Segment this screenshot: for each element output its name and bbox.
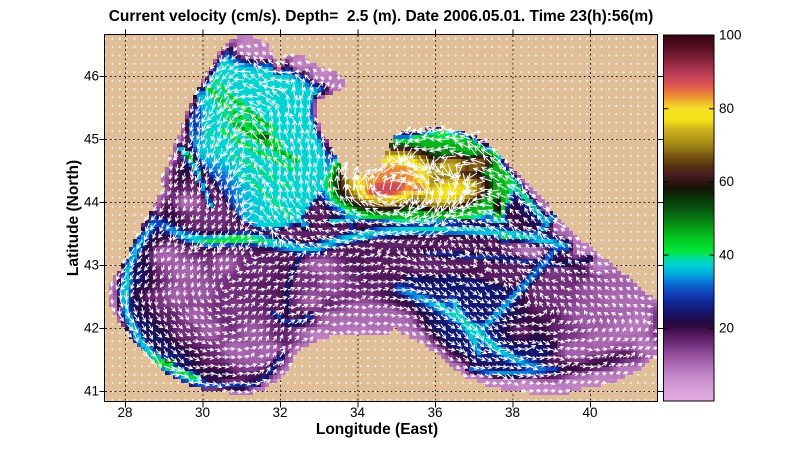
svg-text:40: 40 [719, 247, 734, 262]
svg-text:38: 38 [505, 405, 520, 420]
svg-text:34: 34 [350, 405, 366, 420]
svg-text:46: 46 [84, 69, 99, 84]
svg-text:44: 44 [84, 195, 100, 210]
svg-text:Longitude (East): Longitude (East) [316, 421, 438, 438]
svg-text:36: 36 [427, 405, 442, 420]
svg-text:20: 20 [719, 321, 734, 336]
svg-text:32: 32 [272, 405, 287, 420]
svg-text:30: 30 [195, 405, 210, 420]
svg-text:100: 100 [719, 28, 742, 43]
svg-text:40: 40 [582, 405, 597, 420]
svg-text:42: 42 [84, 321, 99, 336]
svg-text:Current velocity (cm/s). Depth: Current velocity (cm/s). Depth= 2.5 (m).… [109, 8, 654, 25]
svg-text:Latitude (North): Latitude (North) [65, 160, 82, 276]
svg-text:60: 60 [719, 174, 734, 189]
svg-text:41: 41 [84, 384, 99, 399]
svg-text:43: 43 [84, 258, 99, 273]
svg-text:80: 80 [719, 101, 734, 116]
svg-text:28: 28 [117, 405, 132, 420]
svg-text:45: 45 [84, 132, 99, 147]
